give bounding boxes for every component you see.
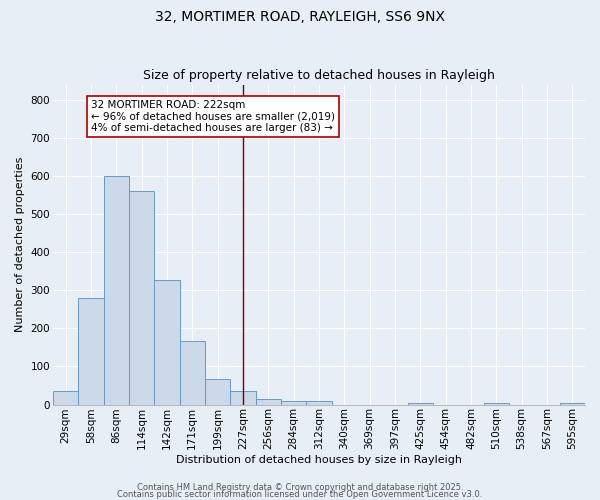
Text: 32 MORTIMER ROAD: 222sqm
← 96% of detached houses are smaller (2,019)
4% of semi: 32 MORTIMER ROAD: 222sqm ← 96% of detach… — [91, 100, 335, 133]
Bar — [104, 176, 129, 404]
X-axis label: Distribution of detached houses by size in Rayleigh: Distribution of detached houses by size … — [176, 455, 462, 465]
Text: Contains HM Land Registry data © Crown copyright and database right 2025.: Contains HM Land Registry data © Crown c… — [137, 484, 463, 492]
Y-axis label: Number of detached properties: Number of detached properties — [15, 157, 25, 332]
Bar — [179, 340, 205, 404]
Bar — [281, 400, 307, 404]
Bar — [129, 191, 154, 404]
Bar — [154, 280, 179, 404]
Bar — [78, 298, 104, 405]
Bar — [205, 378, 230, 404]
Bar — [230, 391, 256, 404]
Bar — [307, 402, 332, 404]
Title: Size of property relative to detached houses in Rayleigh: Size of property relative to detached ho… — [143, 69, 495, 82]
Bar — [53, 391, 78, 404]
Text: 32, MORTIMER ROAD, RAYLEIGH, SS6 9NX: 32, MORTIMER ROAD, RAYLEIGH, SS6 9NX — [155, 10, 445, 24]
Text: Contains public sector information licensed under the Open Government Licence v3: Contains public sector information licen… — [118, 490, 482, 499]
Bar — [484, 402, 509, 404]
Bar — [256, 399, 281, 404]
Bar — [560, 402, 585, 404]
Bar — [407, 402, 433, 404]
